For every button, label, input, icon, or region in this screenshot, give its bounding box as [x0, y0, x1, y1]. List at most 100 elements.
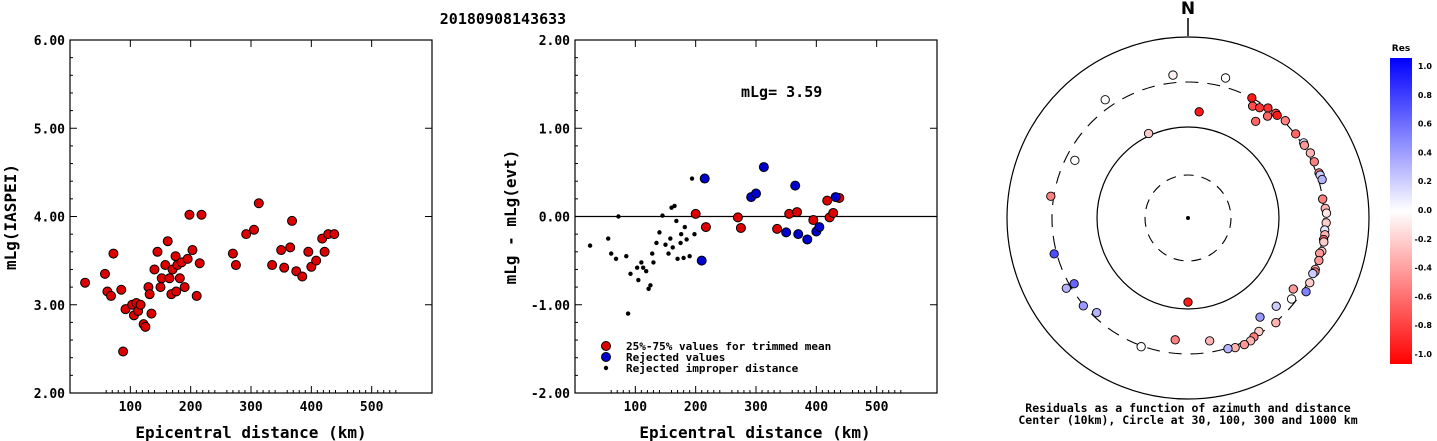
residual-point-series-1 — [790, 180, 801, 191]
residual-point-series-0 — [690, 208, 701, 219]
ring-100km — [1096, 126, 1280, 310]
magnitude-point — [227, 248, 238, 259]
residual-point-series-2 — [639, 260, 644, 265]
azimuth-point — [1220, 73, 1231, 83]
residual-point-series-2 — [668, 236, 673, 241]
x-tick-label: 500 — [360, 400, 384, 415]
azimuth-point — [1319, 237, 1329, 247]
azimuth-caption-line-2: Center (10km), Circle at 30, 100, 300 an… — [1018, 413, 1357, 427]
x-tick-label: 500 — [865, 400, 889, 415]
residual-point-series-0 — [822, 195, 833, 206]
residual-point-series-2 — [682, 224, 688, 230]
residual-point-series-2 — [648, 283, 653, 288]
magnitude-point — [160, 260, 171, 271]
residual-point-series-1 — [758, 162, 769, 173]
azimuth-point — [1223, 344, 1233, 354]
magnitude-point — [329, 229, 340, 240]
x-tick-label: 400 — [805, 400, 829, 415]
residual-point-series-2 — [657, 230, 662, 235]
residual-point-series-2 — [587, 243, 593, 248]
azimuth-point — [1247, 93, 1257, 103]
north-label: N — [1181, 0, 1195, 19]
magnitude-point — [149, 264, 160, 275]
azimuth-point — [1168, 70, 1178, 80]
residual-point-series-2 — [674, 218, 679, 224]
azimuth-point — [1143, 128, 1154, 139]
magnitude-point — [194, 258, 205, 269]
legend-label: Rejected values — [626, 351, 725, 364]
azimuth-point — [1280, 116, 1290, 126]
azimuth-point — [1061, 283, 1071, 293]
residual-point-series-2 — [609, 251, 614, 256]
ring-30km — [1144, 174, 1232, 262]
magnitude-point — [184, 209, 195, 220]
azimuth-point — [1255, 312, 1265, 322]
y-tick-label: -2.00 — [531, 387, 570, 402]
magnitude-point — [106, 290, 117, 301]
azimuth-point — [1299, 140, 1310, 150]
colorbar-tick-label: -0.2 — [1415, 235, 1433, 244]
residual-point-series-0 — [772, 223, 783, 234]
azimuth-point — [1069, 279, 1079, 289]
colorbar-tick-label: 1.0 — [1418, 62, 1433, 71]
magnitude-point — [155, 282, 166, 293]
magnitude-point — [297, 271, 308, 282]
azimuth-point — [1301, 287, 1311, 297]
x-tick-label: 200 — [179, 400, 203, 415]
azimuth-point — [1205, 336, 1215, 346]
magnitude-point — [303, 246, 314, 257]
y-tick-label: 2.00 — [539, 34, 570, 49]
magnitude-point — [287, 215, 298, 226]
residual-point-series-1 — [830, 192, 841, 203]
azimuth-point — [1288, 284, 1298, 294]
legend-marker — [601, 352, 611, 362]
residual-colorbar: Res 1.0 0.8 0.6 0.4 0.2 0.0 -0.2 -0.4 -0.6 -0.8 -1… — [1390, 44, 1432, 364]
residual-point-series-2 — [650, 251, 655, 256]
magnitude-point — [187, 245, 198, 256]
magnitude-point — [116, 284, 127, 295]
magnitude-point — [230, 260, 241, 271]
residual-point-series-2 — [634, 265, 640, 270]
azimuth-point — [1251, 116, 1261, 126]
residual-point-series-2 — [624, 254, 629, 259]
magnitude-plot-frame — [69, 39, 433, 394]
residual-point-series-2 — [605, 236, 611, 241]
residual-point-series-0 — [808, 215, 819, 226]
azimuth-point — [1194, 107, 1204, 117]
residual-point-series-2 — [678, 231, 684, 237]
azimuth-point — [1305, 148, 1316, 158]
colorbar-tick-label: -1.0 — [1415, 350, 1433, 359]
center-point — [1186, 216, 1190, 220]
magnitude-point — [267, 260, 278, 271]
magnitude-point — [182, 253, 193, 264]
magnitude-point — [108, 248, 119, 259]
x-tick-label: 100 — [119, 400, 143, 415]
residual-point-series-2 — [670, 245, 675, 250]
residual-point-series-2 — [660, 213, 665, 218]
residual-point-series-2 — [636, 277, 641, 283]
colorbar-tick-label: -0.6 — [1415, 292, 1433, 301]
azimuth-point — [1314, 255, 1324, 266]
colorbar-tick-label: -0.8 — [1415, 321, 1433, 330]
azimuth-point — [1170, 335, 1180, 345]
residual-point-series-1 — [781, 227, 792, 238]
residual-point-series-2 — [643, 269, 649, 274]
residual-point-series-1 — [814, 222, 825, 233]
azimuth-point — [1046, 191, 1056, 201]
magnitude-x-axis-label: Epicentral distance (km) — [135, 423, 366, 441]
legend-label: 25%-75% values for trimmed mean — [626, 340, 831, 353]
azimuth-point — [1271, 318, 1281, 328]
magnitude-point — [253, 198, 264, 209]
magnitude-point — [285, 242, 296, 253]
residual-point-series-2 — [628, 271, 633, 277]
ring-1000km — [1006, 36, 1370, 400]
azimuth-residual-panel: N Residuals as a function of azimuth and… — [1006, 0, 1370, 427]
residual-point-series-2 — [675, 256, 680, 262]
azimuth-point — [1308, 268, 1318, 279]
magnitude-point — [191, 290, 202, 301]
magnitude-point — [146, 308, 157, 319]
azimuth-point — [1318, 194, 1328, 204]
residual-point-series-2 — [663, 242, 668, 247]
x-tick-label: 300 — [239, 400, 263, 415]
residual-point-series-1 — [802, 234, 813, 245]
